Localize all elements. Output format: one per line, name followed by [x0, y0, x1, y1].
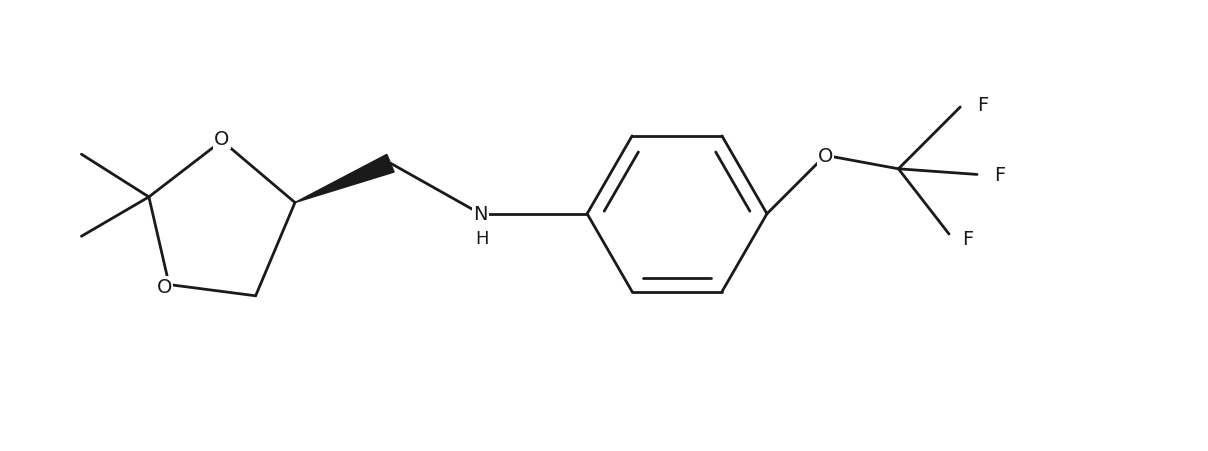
- Text: H: H: [475, 230, 488, 248]
- Text: O: O: [157, 278, 173, 297]
- Text: F: F: [977, 96, 988, 115]
- Text: F: F: [963, 230, 974, 249]
- Polygon shape: [295, 155, 394, 203]
- Text: O: O: [818, 147, 834, 166]
- Text: F: F: [994, 166, 1005, 184]
- Text: O: O: [214, 130, 230, 149]
- Text: N: N: [474, 205, 488, 224]
